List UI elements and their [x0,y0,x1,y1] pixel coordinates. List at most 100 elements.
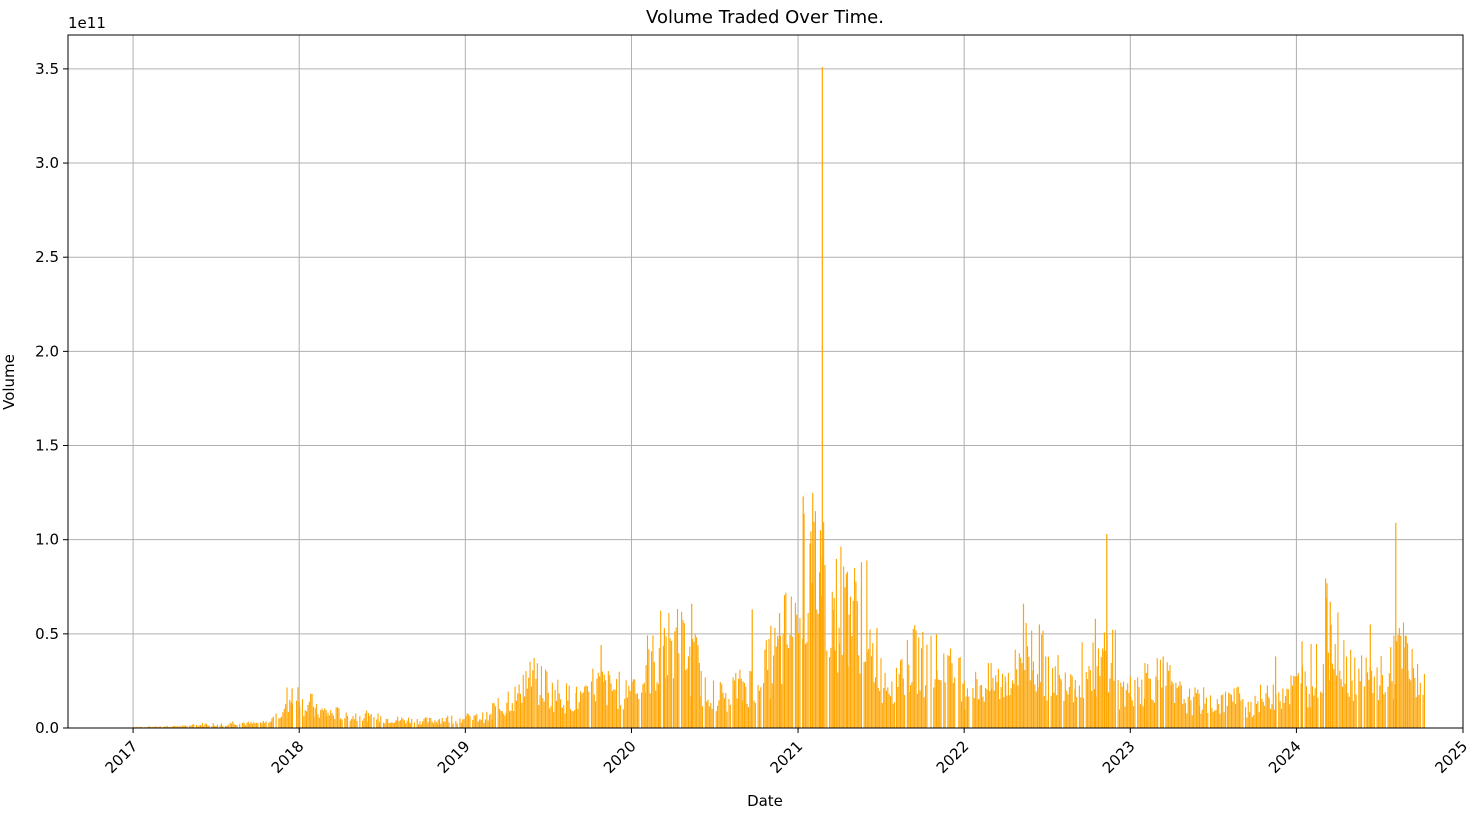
volume-bar [651,651,653,728]
volume-bar [399,720,401,728]
volume-bar [1014,649,1016,728]
volume-bar [430,718,432,728]
volume-bar [1320,691,1322,728]
volume-bar [629,690,631,728]
volume-bar [1390,647,1392,728]
volume-bar [1068,687,1070,728]
volume-bar [687,656,689,728]
volume-bar [740,678,742,728]
volume-bar [501,711,503,728]
volume-bar [257,722,259,728]
volume-bar [462,719,464,728]
volume-bar [178,726,180,728]
volume-bar [737,678,740,728]
y-tick-label: 3.0 [35,154,59,172]
volume-bar [236,724,238,728]
volume-bar [1020,657,1022,728]
volume-bar [615,678,618,728]
volume-bar [189,725,191,728]
volume-bar [732,677,734,728]
volume-bar [567,700,569,728]
volume-bar [1005,681,1007,728]
volume-bar [985,687,987,728]
volume-bar [1173,702,1176,728]
volume-bar [198,725,200,728]
volume-bar [812,492,814,728]
volume-bar [1082,698,1085,728]
volume-bar [963,680,965,728]
volume-bar [785,592,787,728]
volume-bar [1131,700,1133,728]
volume-bar [397,716,399,728]
volume-bar [497,698,499,728]
volume-bar [268,722,270,728]
volume-bar [314,708,316,728]
volume-bar [565,683,568,728]
volume-bar [1423,673,1425,728]
volume-bar [593,694,595,728]
volume-bar [310,693,312,728]
volume-bar [1110,662,1112,728]
volume-bar [1145,672,1147,728]
volume-bar [595,701,597,728]
volume-bar [877,687,879,728]
volume-bar [613,689,615,728]
volume-bar [324,708,326,728]
volume-bar [1091,690,1093,728]
volume-bar [722,692,724,728]
volume-bar [999,699,1001,728]
volume-bar [735,672,737,728]
volume-bar [1381,675,1384,728]
volume-bar [529,661,531,728]
volume-bar [1097,648,1100,728]
volume-bar [1293,675,1295,728]
y-axis: 0.0 0.5 1.0 1.5 2.0 2.5 3.0 3.5 [35,60,68,737]
volume-bar [1258,712,1260,728]
volume-bar [222,725,224,728]
volume-bar [672,678,674,728]
volume-bar [1137,677,1139,728]
volume-bar [1175,682,1177,728]
volume-bar [1355,694,1357,728]
volume-bar [818,572,821,728]
volume-bar [1229,693,1231,728]
volume-bar [533,658,535,728]
volume-bar [1280,708,1283,728]
volume-bar [718,700,720,728]
volume-bar [584,686,586,728]
volume-bar [1412,668,1415,728]
volume-bar [609,675,611,728]
volume-bar [426,717,428,728]
volume-bar [363,718,365,728]
volume-bar [253,722,255,728]
volume-bar [666,675,669,728]
volume-bar [624,698,626,728]
volume-bar [469,716,471,728]
volume-bar [1218,704,1220,728]
volume-bar [316,704,318,728]
volume-bar [749,670,751,728]
volume-bar [715,711,717,728]
volume-bar [1107,692,1110,728]
volume-bar [507,691,509,728]
volume-bar [973,698,975,728]
volume-bar [289,699,291,728]
volume-bar [542,698,544,728]
volume-bar [869,629,871,728]
volume-bar [682,620,684,728]
volume-bar [326,716,328,728]
volume-bar [1262,702,1264,728]
volume-bar [1222,694,1224,728]
volume-bar [922,631,924,728]
volume-bar [632,679,634,728]
volume-bar [1226,705,1228,728]
volume-bar [635,693,637,728]
volume-bar [1165,685,1167,728]
volume-bar [686,668,688,728]
volume-bar [549,708,551,728]
volume-bar [1011,680,1014,728]
volume-bar [708,706,710,728]
volume-bar [517,693,519,728]
volume-bar [1025,622,1027,728]
volume-bar [1093,689,1095,728]
